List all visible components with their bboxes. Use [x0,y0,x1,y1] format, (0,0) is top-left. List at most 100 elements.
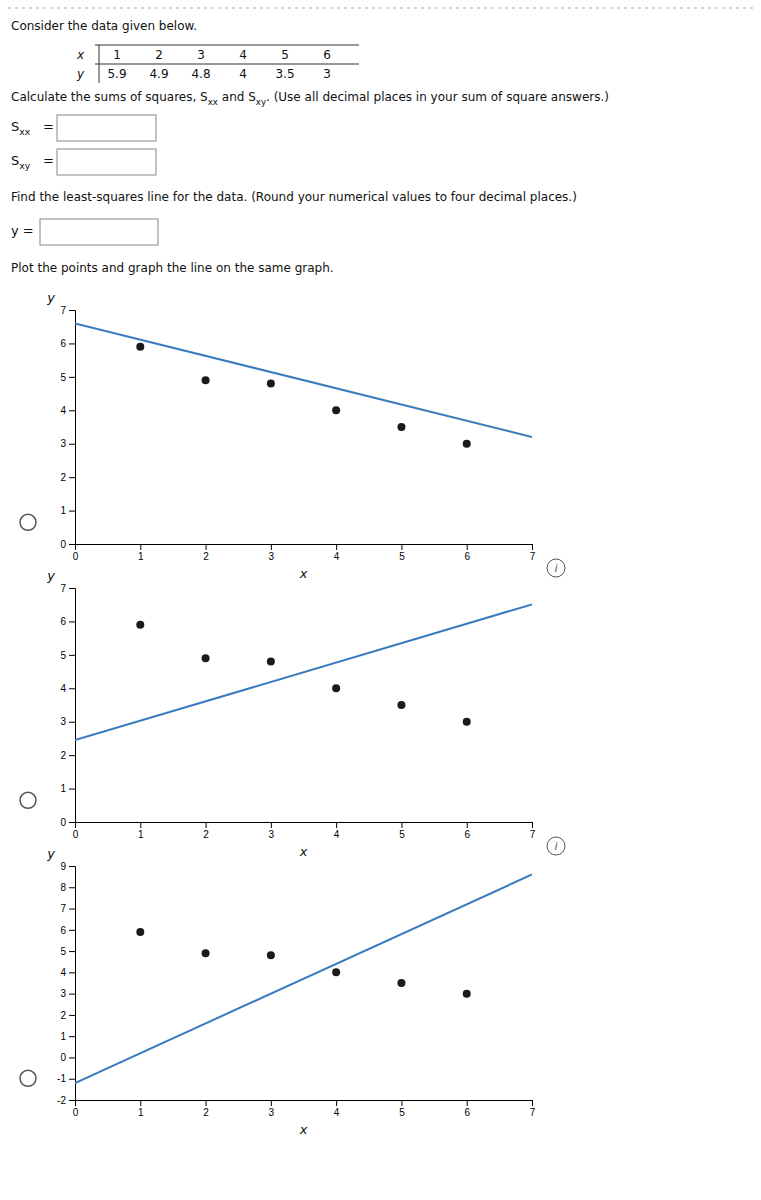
table-rule [95,64,359,65]
x-axis-line [76,823,533,829]
y-tick-label: 5 [60,946,66,957]
data-point [332,406,340,414]
y-tick: -2 [57,1095,75,1106]
y-tick: 7 [60,903,75,914]
y-tick: 4 [60,967,75,978]
y-tick-label: 8 [60,882,66,893]
y-tick-label: 0 [60,539,66,550]
y-tick-mark [69,972,75,973]
radio-button[interactable] [20,1070,36,1086]
y-tick-label: 1 [60,783,66,794]
x-tick-mark [206,822,207,828]
x-tick-mark [467,822,468,828]
x-tick-label: 1 [138,829,144,840]
y-tick-label: 0 [60,1052,66,1063]
y-tick-label: 2 [60,1010,66,1021]
y-tick: 4 [60,683,75,694]
regression-line [75,323,532,437]
x-tick: 2 [203,822,209,840]
x-tick-mark [336,544,337,550]
y-tick-label: 3 [60,438,66,449]
y-tick: 9 [60,861,75,872]
x-tick-label: 6 [464,551,470,562]
sxy-input[interactable] [57,149,156,175]
y-tick-mark [69,822,75,823]
intro-text: Consider the data given below. [11,19,197,33]
x-tick: 5 [399,822,405,840]
y-tick: 5 [60,946,75,957]
sxx-label: Sxx [11,119,31,137]
equation-input[interactable] [40,219,158,245]
sxx-input[interactable] [57,115,156,141]
x-tick: 2 [203,544,209,562]
y-tick: 2 [60,1010,75,1021]
table-cell: 4.8 [191,67,210,81]
x-tick: 7 [530,822,536,840]
x-axis: 01234567 [73,544,536,562]
x-tick: 6 [464,544,470,562]
y-axis-line [69,311,76,545]
y-tick-label: 3 [60,716,66,727]
info-icon[interactable] [547,559,565,577]
y-tick-label: 6 [60,338,66,349]
data-point [463,990,471,998]
y-tick-mark [69,511,75,512]
x-tick: 3 [269,1100,275,1118]
x-tick: 4 [334,544,340,562]
x-tick-label: 1 [138,551,144,562]
y-tick-mark [69,994,75,995]
x-tick-mark [532,1100,533,1106]
table-header: y [76,67,85,81]
instruction-text-part: xx [208,97,218,107]
sxy-label: Sxy [11,153,31,171]
x-tick: 3 [269,544,275,562]
data-point [136,343,144,351]
table-cell: 3.5 [275,67,294,81]
plot-area [75,604,532,740]
y-axis-line [69,589,76,823]
y-tick-label: 2 [60,750,66,761]
table-cell: 5.9 [107,67,126,81]
x-tick-label: 3 [269,551,275,562]
x-tick-label: 3 [269,1107,275,1118]
chart: 0123456701234567xy [46,568,536,859]
table-cell: 3 [197,48,205,62]
x-tick: 7 [530,1100,536,1118]
x-tick-mark [206,1100,207,1106]
y-tick-label: 4 [60,967,66,978]
radio-button[interactable] [20,514,36,530]
data-point [397,979,405,987]
x-tick-label: 7 [530,829,536,840]
table-rule [95,45,359,46]
y-tick-mark [69,377,75,378]
x-tick-mark [140,544,141,550]
data-point [136,621,144,629]
radio-button[interactable] [20,792,36,808]
chart: 0123456701234567xy [46,290,536,581]
x-tick-label: 4 [334,551,340,562]
x-axis-label: x [299,1122,308,1137]
y-tick-label: 2 [60,472,66,483]
x-tick: 5 [399,1100,405,1118]
x-tick: 3 [269,822,275,840]
y-tick-mark [69,621,75,622]
info-icon-label: i [554,562,557,575]
data-point [267,380,275,388]
table-cell: 4 [239,48,247,62]
x-axis-label: x [299,566,308,581]
instruction-text-part: xy [256,97,266,107]
y-tick: 5 [60,372,75,383]
x-tick-label: 6 [464,1107,470,1118]
x-tick: 0 [73,1100,79,1118]
y-tick-label: 0 [60,817,66,828]
y-tick-label: -2 [57,1095,66,1106]
y-tick: 2 [60,750,75,761]
x-tick-mark [401,1100,402,1106]
data-point [267,658,275,666]
plot-area [75,875,532,1083]
y-tick: 3 [60,716,75,727]
y-tick-label: 5 [60,650,66,661]
y-tick-label: 5 [60,372,66,383]
info-icon[interactable] [547,837,565,855]
page: Consider the data given below.xy1234565.… [0,0,761,1200]
